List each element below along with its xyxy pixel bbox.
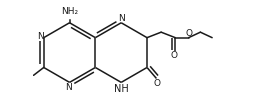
- Text: N: N: [118, 14, 125, 23]
- Text: N: N: [37, 32, 44, 41]
- Text: NH: NH: [114, 84, 129, 94]
- Text: NH₂: NH₂: [61, 7, 78, 16]
- Text: O: O: [154, 79, 161, 88]
- Text: O: O: [186, 29, 193, 38]
- Text: N: N: [65, 83, 72, 92]
- Text: O: O: [171, 51, 178, 60]
